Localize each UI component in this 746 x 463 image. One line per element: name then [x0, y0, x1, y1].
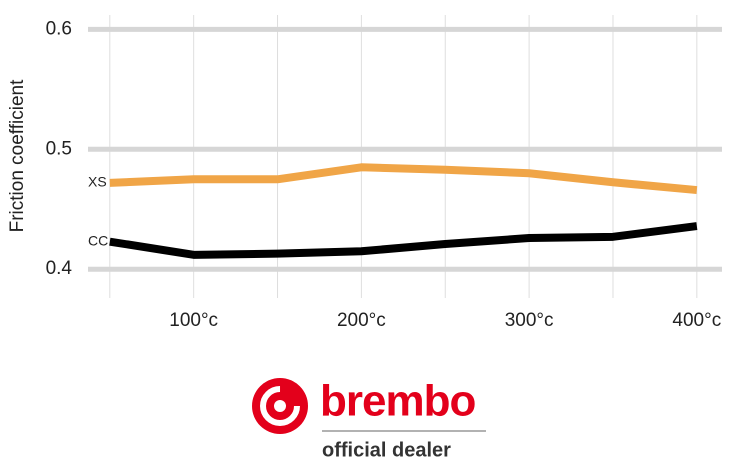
y-tick-label: 0.6	[46, 18, 72, 39]
x-tick-label: 400°c	[672, 310, 721, 331]
logo-center	[274, 400, 286, 412]
x-tick-label: 300°c	[505, 310, 554, 331]
y-tick-label: 0.4	[46, 258, 73, 279]
brand-tagline: official dealer	[322, 439, 451, 461]
y-tick-label: 0.5	[46, 138, 72, 159]
y-axis-label: Friction coefficient	[7, 79, 28, 232]
series-label: CC	[88, 232, 108, 248]
logo-swirl	[260, 386, 300, 426]
x-tick-label: 100°c	[169, 310, 218, 331]
series-label: XS	[88, 174, 107, 190]
brand-name: brembo	[320, 377, 475, 426]
x-tick-label: 200°c	[337, 310, 386, 331]
brand-logo: brembo official dealer	[252, 377, 486, 461]
series-line	[109, 163, 698, 195]
series-line	[109, 222, 698, 259]
